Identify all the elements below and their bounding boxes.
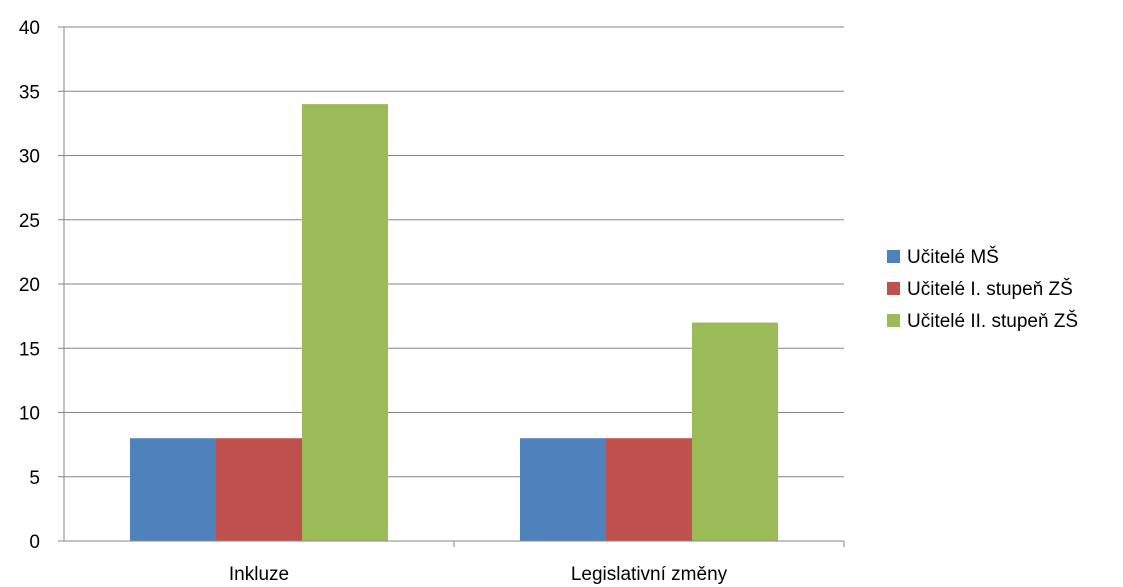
y-tick-label: 40 bbox=[19, 18, 40, 39]
y-tick-label: 5 bbox=[29, 468, 40, 489]
bar-3-2 bbox=[692, 322, 778, 541]
legend-label: Učitelé MŠ bbox=[907, 246, 999, 268]
bars bbox=[130, 104, 778, 541]
bar-3-1 bbox=[302, 104, 388, 541]
legend-swatch bbox=[887, 282, 900, 295]
bar-1-2 bbox=[520, 438, 606, 541]
y-tick-label: 0 bbox=[29, 532, 40, 553]
y-tick-label: 20 bbox=[19, 275, 40, 296]
y-tick-label: 15 bbox=[19, 339, 40, 360]
gridlines bbox=[64, 26, 844, 478]
legend-label: Učitelé I. stupeň ZŠ bbox=[907, 278, 1073, 300]
y-axis-ticks: 0 5 10 15 20 25 30 35 40 bbox=[19, 18, 64, 553]
legend-label: Učitelé II. stupeň ZŠ bbox=[907, 310, 1078, 332]
y-tick-label: 10 bbox=[19, 404, 40, 425]
y-tick-label: 25 bbox=[19, 211, 40, 232]
y-tick-label: 30 bbox=[19, 147, 40, 168]
y-tick-label: 35 bbox=[19, 82, 40, 103]
x-tick-label: Inkluze bbox=[229, 564, 289, 585]
bar-1-1 bbox=[130, 438, 216, 541]
bar-2-1 bbox=[216, 438, 302, 541]
legend-swatch bbox=[887, 250, 900, 263]
legend-swatch bbox=[887, 314, 900, 327]
legend: Učitelé MŠ Učitelé I. stupeň ZŠ Učitelé II… bbox=[887, 246, 1078, 332]
x-tick-label: Legislativní změny bbox=[571, 564, 728, 585]
bar-2-2 bbox=[606, 438, 692, 541]
x-axis-labels: Inkluze Legislativní změny bbox=[229, 541, 845, 585]
